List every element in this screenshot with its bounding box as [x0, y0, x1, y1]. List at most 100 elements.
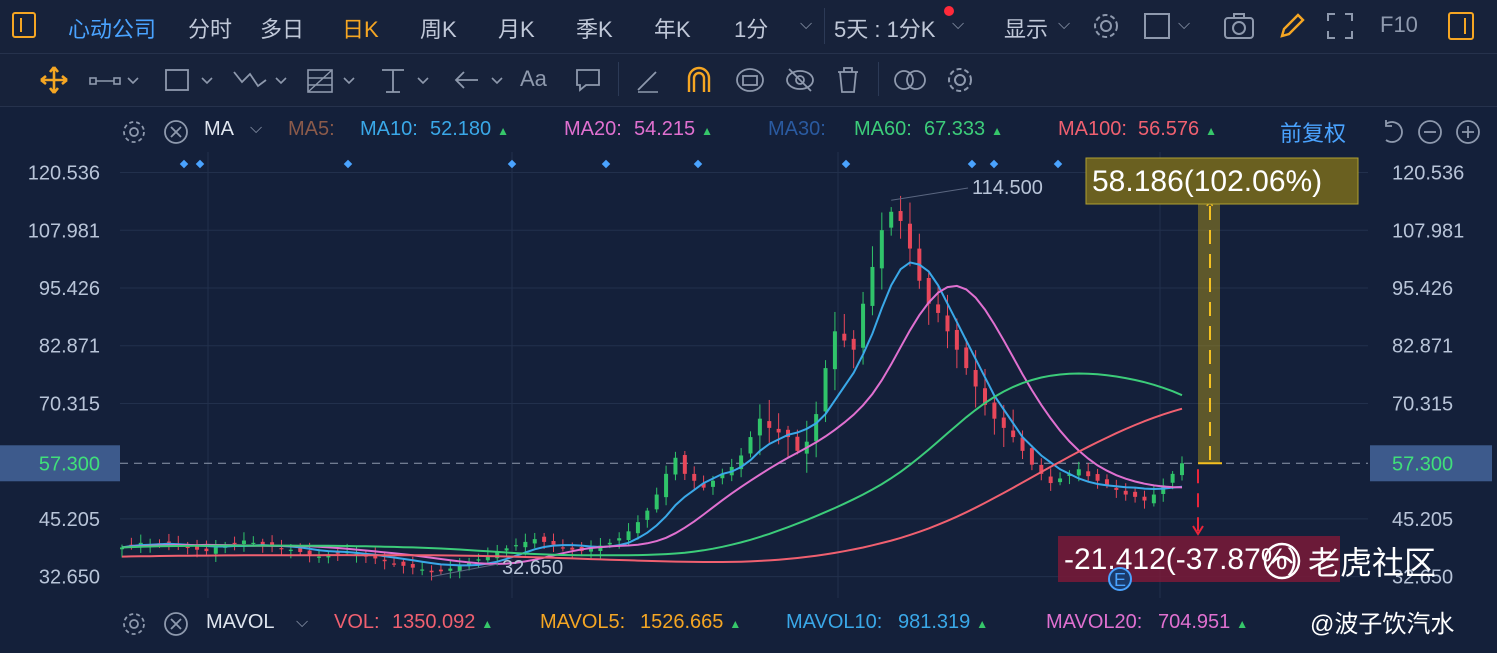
candle-body — [589, 548, 594, 552]
panel-toggle-icon[interactable] — [1448, 12, 1474, 40]
company-name[interactable]: 心动公司 — [68, 17, 157, 42]
watermark-user: @波子饮汽水 — [1310, 611, 1455, 638]
tab-weekly-k[interactable]: 周K — [420, 17, 457, 42]
camera-icon[interactable] — [1222, 10, 1256, 42]
hide-eye-icon[interactable] — [784, 64, 816, 96]
chevron-down-icon[interactable]: ⌵ — [800, 16, 813, 33]
candle-body — [964, 347, 969, 369]
candle-body — [532, 539, 537, 544]
y-tick-label-right: 107.981 — [1392, 220, 1464, 242]
volume-settings-icon[interactable] — [120, 610, 148, 638]
line-segment-icon[interactable] — [88, 66, 144, 94]
candle-body — [1151, 494, 1156, 504]
ma100-label: MA100: — [1058, 118, 1127, 140]
adjust-mode-button[interactable]: 前复权 — [1280, 121, 1347, 146]
y-tick-label-left: 70.315 — [39, 393, 100, 415]
eraser-line-icon[interactable] — [634, 66, 662, 94]
candle-body — [1114, 487, 1119, 490]
pencil-icon[interactable] — [1276, 10, 1306, 42]
candlestick-chart[interactable]: 120.536 107.981 95.426 82.871 70.315 45.205 32… — [0, 148, 1497, 606]
candle-body — [1161, 485, 1166, 494]
tab-daily-k[interactable]: 日K — [342, 17, 379, 42]
ma-indicator-name[interactable]: MA — [204, 118, 234, 140]
vertical-text-icon[interactable] — [378, 66, 434, 94]
candle-body — [654, 494, 659, 510]
candle-body — [373, 554, 378, 559]
tab-monthly-k[interactable]: 月K — [498, 17, 535, 42]
display-menu[interactable]: 显示 — [1004, 17, 1049, 42]
candle-body — [429, 570, 434, 573]
ma100-value: 56.576 ▲ — [1138, 118, 1218, 140]
candle-body — [635, 522, 640, 534]
mavol-indicator-name[interactable]: MAVOL — [206, 611, 275, 633]
y-tick-label-left: 95.426 — [39, 278, 100, 300]
candle-body — [166, 541, 171, 543]
candle-body — [814, 414, 819, 442]
color-square-icon[interactable] — [1144, 13, 1170, 39]
wave-pattern-icon[interactable] — [232, 66, 292, 94]
multi-day-selector[interactable]: 5天 : 1分K — [834, 17, 936, 42]
candle-body — [542, 536, 547, 542]
event-diamond-marker — [1053, 159, 1063, 169]
current-price-badge-left — [0, 445, 120, 482]
candle-body — [851, 338, 856, 350]
candle-body — [767, 421, 772, 428]
watermark-logo: 老虎社区 — [1262, 538, 1436, 584]
candle-body — [1020, 437, 1025, 451]
tab-yearly-k[interactable]: 年K — [654, 17, 691, 42]
y-tick-label-left: 120.536 — [28, 163, 100, 185]
tab-1min[interactable]: 1分 — [734, 17, 769, 42]
chevron-down-icon[interactable]: ⌵ — [952, 16, 965, 33]
y-tick-label-left: 107.981 — [28, 220, 100, 242]
candle-body — [1058, 478, 1063, 483]
candle-body — [710, 480, 715, 487]
ma20-label: MA20: — [564, 118, 622, 140]
candle-body — [664, 473, 669, 498]
fullscreen-icon[interactable] — [1324, 10, 1356, 42]
sidebar-toggle-icon[interactable] — [12, 12, 36, 38]
candle-body — [757, 418, 762, 436]
tab-multi-day[interactable]: 多日 — [260, 17, 305, 42]
chevron-down-icon[interactable]: ⌵ — [1058, 16, 1071, 33]
settings-gear-icon[interactable] — [1090, 10, 1122, 42]
magnet-icon[interactable] — [684, 64, 714, 96]
candle-body — [1133, 491, 1138, 497]
event-diamond-marker — [693, 159, 703, 169]
reset-icon[interactable] — [1378, 118, 1406, 146]
candle-body — [832, 331, 837, 370]
chevron-down-icon[interactable]: ⌵ — [1178, 16, 1191, 33]
toolbar-settings-icon[interactable] — [944, 64, 976, 96]
candle-body — [288, 549, 293, 551]
indicator-settings-icon[interactable] — [120, 118, 148, 146]
current-price-badge-right — [1370, 445, 1492, 482]
tab-intraday[interactable]: 分时 — [188, 17, 233, 42]
zoom-in-icon[interactable] — [1454, 118, 1482, 146]
chevron-down-icon[interactable]: ⌵ — [296, 614, 309, 631]
ma5-label: MA5: — [288, 118, 335, 140]
chevron-down-icon[interactable]: ⌵ — [250, 120, 263, 137]
compare-circles-icon[interactable] — [892, 66, 928, 94]
text-tool-icon[interactable]: Aa — [520, 66, 547, 91]
measure-up-label: 58.186(102.06%) — [1092, 165, 1322, 198]
move-crosshair-icon[interactable] — [38, 64, 70, 96]
candle-body — [1039, 464, 1044, 474]
rectangle-tool-icon[interactable] — [162, 66, 218, 94]
ma20-value: 54.215 ▲ — [634, 118, 714, 140]
zoom-out-icon[interactable] — [1416, 118, 1444, 146]
indicator-close-icon[interactable] — [162, 118, 190, 146]
tab-quarterly-k[interactable]: 季K — [576, 17, 613, 42]
trash-icon[interactable] — [834, 64, 862, 96]
lock-drawing-icon[interactable] — [734, 64, 766, 96]
comment-bubble-icon[interactable] — [574, 66, 602, 94]
candle-body — [879, 230, 884, 269]
f10-button[interactable]: F10 — [1380, 12, 1418, 37]
arrow-left-icon[interactable] — [452, 66, 508, 94]
fibonacci-grid-icon[interactable] — [304, 66, 360, 94]
candle-body — [1086, 471, 1091, 477]
current-price-label-left: 57.300 — [39, 453, 100, 475]
mavol20-value: 704.951 ▲ — [1158, 611, 1249, 633]
volume-close-icon[interactable] — [162, 610, 190, 638]
candle-body — [438, 569, 443, 572]
candle-body — [898, 211, 903, 221]
candle-body — [786, 429, 791, 438]
